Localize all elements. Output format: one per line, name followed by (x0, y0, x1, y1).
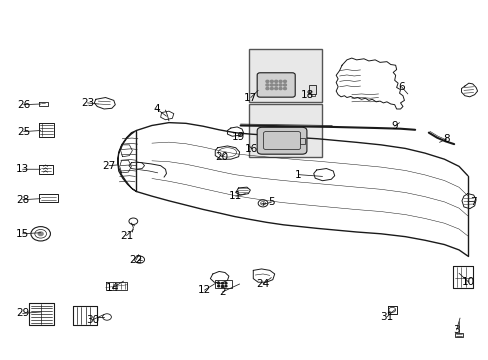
Text: 7: 7 (469, 197, 476, 207)
Text: 9: 9 (390, 121, 397, 131)
Text: 16: 16 (244, 144, 258, 154)
Circle shape (283, 84, 286, 86)
Circle shape (265, 84, 268, 86)
Text: 14: 14 (106, 283, 119, 293)
Bar (249, 104, 321, 157)
Circle shape (221, 285, 223, 287)
Text: 26: 26 (17, 100, 30, 110)
Text: 3: 3 (452, 325, 459, 335)
Circle shape (283, 80, 286, 82)
Text: 1: 1 (294, 170, 301, 180)
FancyBboxPatch shape (257, 127, 306, 154)
Circle shape (224, 283, 226, 284)
Text: 10: 10 (461, 277, 474, 287)
Text: 21: 21 (120, 231, 133, 240)
Circle shape (283, 87, 286, 90)
Circle shape (265, 87, 268, 90)
FancyBboxPatch shape (257, 73, 295, 97)
Circle shape (270, 80, 273, 82)
Text: 5: 5 (267, 197, 274, 207)
Text: 23: 23 (81, 98, 94, 108)
Text: 30: 30 (85, 315, 99, 325)
Circle shape (224, 285, 226, 287)
Circle shape (270, 84, 273, 86)
Circle shape (221, 283, 223, 284)
Text: 18: 18 (301, 90, 314, 100)
Circle shape (38, 232, 43, 235)
Text: 19: 19 (231, 132, 244, 142)
Text: 2: 2 (219, 287, 225, 297)
Bar (300, 138, 305, 144)
Circle shape (274, 87, 277, 90)
Bar (215, 280, 232, 288)
Circle shape (217, 283, 219, 284)
Text: 4: 4 (153, 104, 160, 114)
Circle shape (274, 80, 277, 82)
Bar (308, 85, 315, 94)
Text: 6: 6 (397, 82, 404, 92)
Circle shape (279, 87, 282, 90)
Text: 29: 29 (16, 309, 29, 318)
Text: 15: 15 (16, 229, 29, 239)
Text: 11: 11 (229, 191, 242, 201)
Bar (454, 333, 462, 337)
Circle shape (279, 80, 282, 82)
Circle shape (279, 84, 282, 86)
Text: 20: 20 (215, 152, 228, 162)
Text: 13: 13 (16, 164, 29, 174)
Circle shape (274, 84, 277, 86)
Text: 27: 27 (102, 161, 115, 171)
Text: 22: 22 (129, 255, 142, 265)
Text: 12: 12 (198, 285, 211, 295)
Text: 8: 8 (443, 134, 449, 144)
Bar (249, 49, 321, 102)
Circle shape (265, 80, 268, 82)
Circle shape (270, 87, 273, 90)
Text: 25: 25 (17, 127, 30, 136)
Text: 17: 17 (244, 93, 257, 103)
Text: 24: 24 (256, 279, 269, 289)
Circle shape (217, 285, 219, 287)
Text: 31: 31 (380, 312, 393, 322)
Text: 28: 28 (16, 195, 29, 205)
